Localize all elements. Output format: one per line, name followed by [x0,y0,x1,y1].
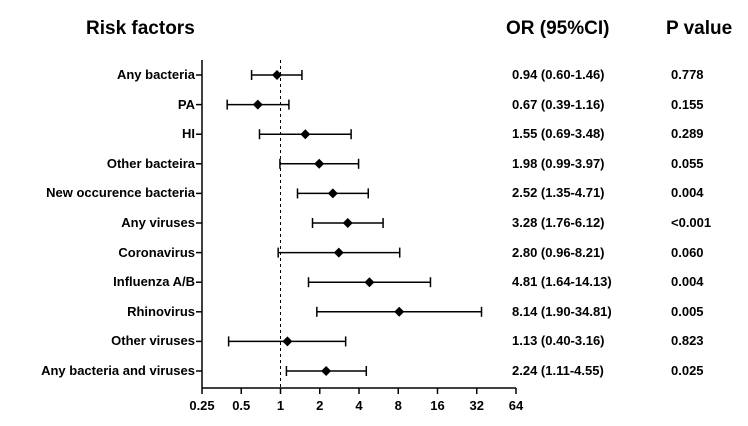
row-label: HI [182,126,195,142]
or-point [333,247,344,258]
risk-factors-header: Risk factors [86,18,195,39]
row-label: Influenza A/B [113,274,195,290]
p-value: 0.155 [671,96,704,112]
or-point [327,188,338,199]
or-ci-value: 2.80 (0.96-8.21) [512,244,605,260]
or-ci-value: 2.52 (1.35-4.71) [512,185,605,201]
row-label: Coronavirus [118,244,195,260]
p-value: 0.004 [671,274,704,290]
p-value: 0.005 [671,303,704,319]
row-label: Other viruses [111,333,195,349]
or-point [321,366,332,376]
row-label: New occurence bacteria [46,185,195,201]
row-label: PA [177,96,195,112]
p-value: 0.289 [671,126,704,142]
x-tick-label: 64 [509,398,524,413]
or-ci-value: 1.13 (0.40-3.16) [512,333,605,349]
or-ci-value: 2.24 (1.11-4.55) [512,363,604,378]
or-ci-value: 0.94 (0.60-1.46) [512,67,605,82]
row-label: Rhinovirus [127,303,195,319]
p-value: 0.778 [671,67,704,82]
x-tick-label: 16 [430,398,444,413]
or-point [300,129,311,140]
x-tick-label: 4 [355,398,363,413]
p-value-header: P value [666,18,733,39]
or-ci-value: 8.14 (1.90-34.81) [512,303,612,319]
or-point [394,306,405,317]
or-ci-header: OR (95%CI) [506,18,610,39]
or-point [314,158,325,169]
x-tick-label: 8 [395,398,402,413]
x-tick-label: 0.25 [189,398,214,413]
p-value: 0.055 [671,155,704,171]
x-tick-label: 1 [277,398,284,413]
or-point [252,99,263,110]
or-ci-value: 1.98 (0.99-3.97) [512,155,605,171]
row-label: Any bacteria and viruses [41,363,195,378]
p-value: 0.004 [671,185,704,201]
or-point [364,277,375,288]
x-tick-label: 32 [470,398,484,413]
p-value: <0.001 [671,215,712,230]
or-ci-value: 0.67 (0.39-1.16) [512,96,605,112]
p-value: 0.060 [671,244,704,260]
row-label: Other bacteira [106,155,195,171]
x-tick-label: 2 [316,398,323,413]
p-value: 0.025 [671,363,704,378]
or-ci-value: 4.81 (1.64-14.13) [512,274,612,290]
p-value: 0.823 [671,333,704,349]
row-label: Any bacteria [116,67,195,82]
or-point [271,70,282,80]
or-point [282,336,293,347]
x-tick-label: 0.5 [232,398,250,413]
row-label: Any viruses [121,215,195,230]
or-point [342,218,353,228]
or-ci-value: 3.28 (1.76-6.12) [512,215,605,230]
or-ci-value: 1.55 (0.69-3.48) [512,126,605,142]
